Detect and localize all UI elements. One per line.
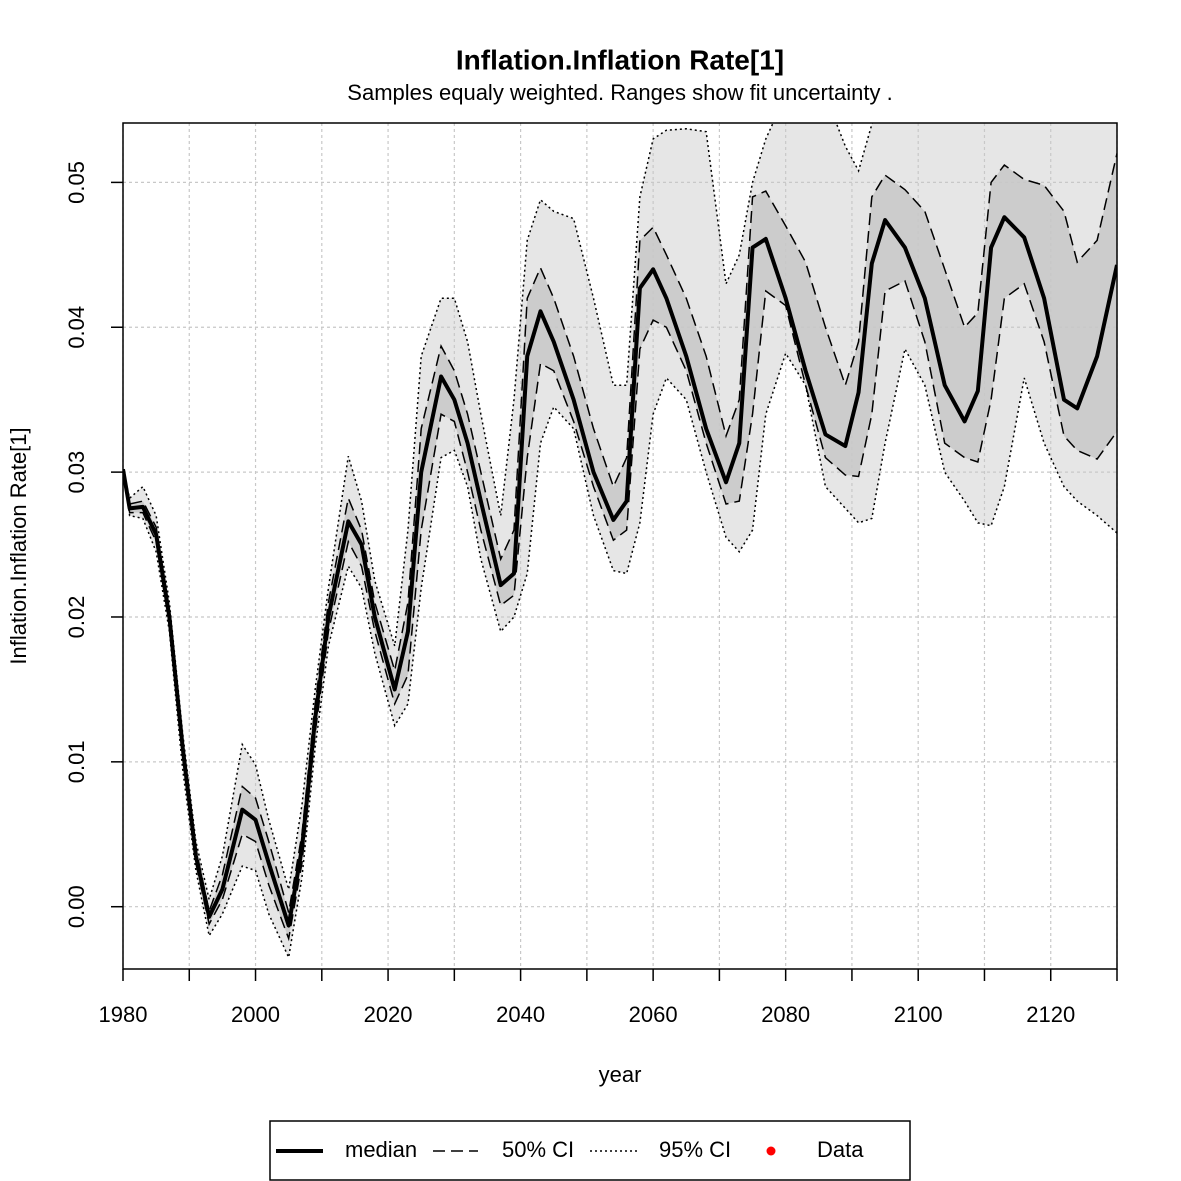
legend-label: 50% CI (502, 1137, 574, 1162)
y-axis-label: Inflation.Inflation Rate[1] (6, 427, 31, 664)
line-layer (123, 123, 1117, 960)
plot-frame (122, 122, 1118, 970)
y-tick-label: 0.00 (64, 885, 89, 928)
median-line (123, 215, 1117, 928)
x-tick-label: 2020 (364, 1002, 413, 1027)
x-tick-label: 2100 (894, 1002, 943, 1027)
legend-label: median (345, 1137, 417, 1162)
x-tick-label: 2040 (496, 1002, 545, 1027)
axes-layer: 1980 2000 2020 2040 2060 2080 2100 2120 0.00 0.01… (64, 122, 1118, 1027)
y-tick-label: 0.01 (64, 740, 89, 783)
legend: median 50% CI 95% CI Data (276, 1137, 864, 1162)
band-layer (123, 123, 1117, 958)
x-axis-label: year (599, 1062, 642, 1087)
x-tick-label: 2000 (231, 1002, 280, 1027)
legend-label: 95% CI (659, 1137, 731, 1162)
y-tick-label: 0.05 (64, 161, 89, 204)
x-tick-label: 2080 (761, 1002, 810, 1027)
ci-line (123, 346, 1117, 960)
grid-layer (122, 123, 1118, 969)
y-tick-label: 0.03 (64, 451, 89, 494)
y-tick-label: 0.04 (64, 306, 89, 349)
x-tick-label: 2060 (629, 1002, 678, 1027)
x-tick-label: 2120 (1026, 1002, 1075, 1027)
legend-box (269, 1120, 911, 1181)
ci-band (123, 153, 1117, 939)
y-tick-label: 0.02 (64, 596, 89, 639)
ci-line (123, 279, 1117, 942)
legend-label: Data (817, 1137, 864, 1162)
chart-title: Inflation.Inflation Rate[1] (456, 44, 784, 75)
chart-subtitle: Samples equaly weighted. Ranges show fit… (347, 80, 892, 105)
legend-swatch (766, 1146, 776, 1156)
x-tick-label: 1980 (99, 1002, 148, 1027)
ci-line (123, 153, 1117, 914)
